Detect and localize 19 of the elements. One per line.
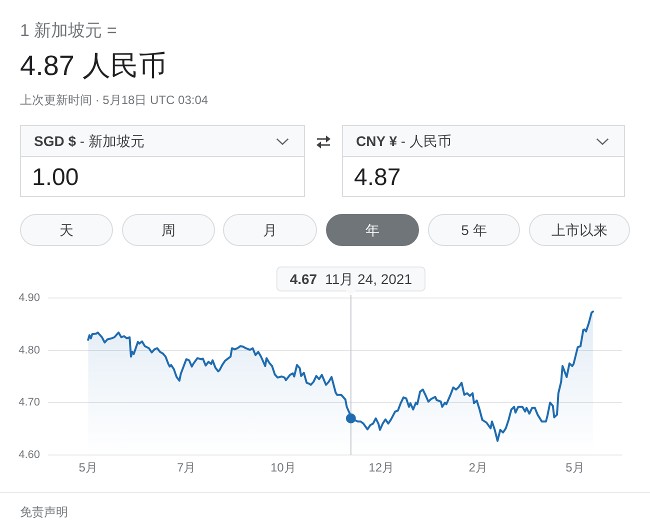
x-tick-label: 10月 xyxy=(270,460,296,475)
x-tick-label: 7月 xyxy=(176,460,196,475)
ref-line-label: 4.67 11月 24, 2021 xyxy=(290,270,412,287)
x-tick-label: 12月 xyxy=(368,460,394,475)
text: SGD $ - 新加坡元 xyxy=(34,133,144,150)
x-tick-label: 5月 xyxy=(566,460,584,475)
chart-title: 4.87 人民币 xyxy=(20,50,166,82)
y-tick-label: 4.90 xyxy=(18,292,40,304)
chart-subtitle: 1 新加坡元 = xyxy=(20,20,117,42)
y-tick-label: 4.70 xyxy=(18,396,40,409)
x-tick-label: 2月 xyxy=(468,460,488,475)
text: 上次更新时间 · 5月18日 UTC 03:04 xyxy=(20,92,208,108)
x-tick-label: 5月 xyxy=(78,460,98,475)
y-tick-label: 4.80 xyxy=(18,344,40,356)
text: 免责声明 xyxy=(20,504,68,520)
text: CNY ¥ - 人民币 xyxy=(356,133,452,150)
text: 1.00 xyxy=(32,164,79,192)
y-tick-label: 4.60 xyxy=(18,449,40,462)
text: 4.87 xyxy=(354,164,401,192)
